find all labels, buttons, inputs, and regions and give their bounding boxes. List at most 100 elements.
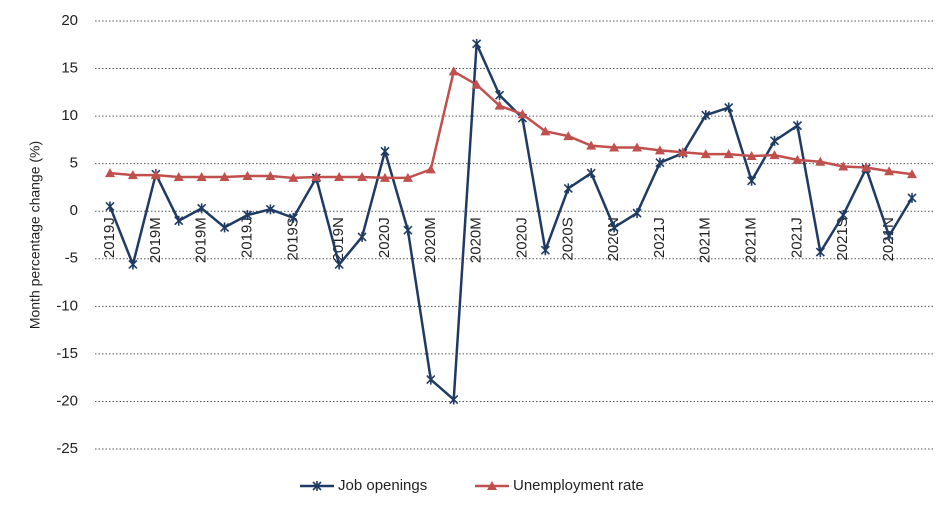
- star-marker: [357, 231, 367, 242]
- star-marker: [242, 210, 253, 221]
- x-tick-label: 2019M: [147, 217, 164, 263]
- x-tick-label: 2020J: [513, 217, 530, 258]
- star-marker: [792, 120, 802, 131]
- star-marker: [540, 245, 550, 256]
- y-axis-label: Month percentage change (%): [27, 141, 43, 329]
- triangle-marker: [150, 170, 161, 180]
- star-marker: [174, 215, 184, 226]
- triangle-marker: [471, 79, 482, 89]
- triangle-marker: [379, 172, 390, 182]
- triangle-marker: [265, 171, 276, 181]
- star-marker: [838, 210, 848, 221]
- series-line: [108, 43, 914, 403]
- triangle-marker: [448, 66, 459, 76]
- star-marker: [724, 102, 734, 113]
- x-tick-label: 2020N: [605, 217, 622, 261]
- star-marker: [586, 168, 596, 179]
- y-tick-label: -20: [56, 392, 78, 409]
- y-tick-label: -10: [56, 297, 78, 314]
- star-marker: [105, 201, 115, 212]
- star-marker: [563, 183, 573, 194]
- triangle-marker: [425, 164, 436, 174]
- star-marker: [426, 374, 436, 385]
- star-marker: [380, 146, 390, 157]
- x-tick-label: 2020S: [559, 217, 576, 260]
- star-marker: [403, 225, 413, 236]
- triangle-marker: [540, 126, 551, 136]
- triangle-marker: [563, 131, 574, 141]
- triangle-marker: [517, 109, 528, 119]
- triangle-marker: [334, 171, 345, 181]
- x-tick-label: 2020J: [376, 217, 393, 258]
- triangle-marker: [907, 169, 917, 179]
- legend-label: Job openings: [338, 477, 427, 494]
- triangle-marker: [494, 100, 505, 110]
- x-tick-label: 2020M: [468, 217, 485, 263]
- triangle-marker: [746, 151, 757, 161]
- star-marker: [907, 192, 917, 203]
- star-marker: [449, 394, 459, 405]
- triangle-marker: [487, 481, 497, 490]
- y-tick-label: -5: [65, 250, 78, 267]
- y-tick-label: 5: [70, 155, 78, 172]
- y-tick-label: 15: [61, 60, 78, 77]
- star-marker: [220, 222, 230, 233]
- x-tick-label: 2021M: [743, 217, 760, 263]
- triangle-marker: [586, 140, 597, 150]
- triangle-marker: [815, 156, 826, 166]
- star-marker: [288, 212, 298, 223]
- triangle-marker: [884, 166, 895, 176]
- star-marker: [472, 38, 482, 49]
- x-tick-label: 2021S: [834, 217, 851, 260]
- star-marker: [655, 157, 665, 168]
- x-tick-label: 2019S: [284, 217, 301, 260]
- triangle-marker: [609, 142, 620, 152]
- triangle-marker: [700, 149, 711, 159]
- star-marker: [609, 222, 619, 233]
- triangle-marker: [723, 149, 734, 159]
- triangle-marker: [311, 171, 322, 181]
- triangle-marker: [861, 162, 872, 172]
- star-marker: [334, 259, 344, 270]
- star-marker: [747, 175, 757, 186]
- triangle-marker: [242, 171, 253, 181]
- y-tick-label: -15: [56, 345, 78, 362]
- triangle-marker: [677, 147, 688, 157]
- legend-label: Unemployment rate: [513, 477, 644, 494]
- triangle-marker: [769, 150, 780, 160]
- triangle-marker: [654, 145, 665, 155]
- triangle-marker: [105, 168, 115, 178]
- triangle-marker: [219, 171, 230, 181]
- star-marker: [884, 230, 894, 241]
- triangle-marker: [838, 161, 849, 171]
- triangle-marker: [196, 171, 207, 181]
- star-marker: [701, 110, 711, 121]
- x-tick-label: 2021M: [697, 217, 714, 263]
- triangle-marker: [288, 172, 299, 182]
- x-tick-label: 2020M: [422, 217, 439, 263]
- y-tick-label: 10: [61, 107, 78, 124]
- x-tick-label: 2021J: [788, 217, 805, 258]
- y-tick-label: -25: [56, 440, 78, 457]
- y-tick-label: 20: [61, 12, 78, 29]
- triangle-marker: [173, 171, 184, 181]
- x-tick-label: 2021J: [651, 217, 668, 258]
- star-marker: [265, 204, 275, 215]
- x-tick-label: 2019J: [101, 217, 118, 258]
- triangle-marker: [792, 154, 803, 164]
- x-tick-label: 2019M: [193, 217, 210, 263]
- star-marker: [197, 203, 207, 214]
- star-marker: [769, 135, 780, 146]
- x-tick-label: 2019J: [238, 217, 255, 258]
- triangle-marker: [127, 170, 138, 180]
- triangle-marker: [402, 172, 413, 182]
- y-tick-label: 0: [70, 202, 78, 219]
- star-marker: [128, 259, 138, 270]
- star-marker: [632, 208, 642, 219]
- star-marker: [312, 481, 322, 491]
- star-marker: [494, 90, 505, 101]
- triangle-marker: [357, 171, 368, 181]
- triangle-marker: [632, 142, 643, 152]
- star-marker: [815, 247, 825, 258]
